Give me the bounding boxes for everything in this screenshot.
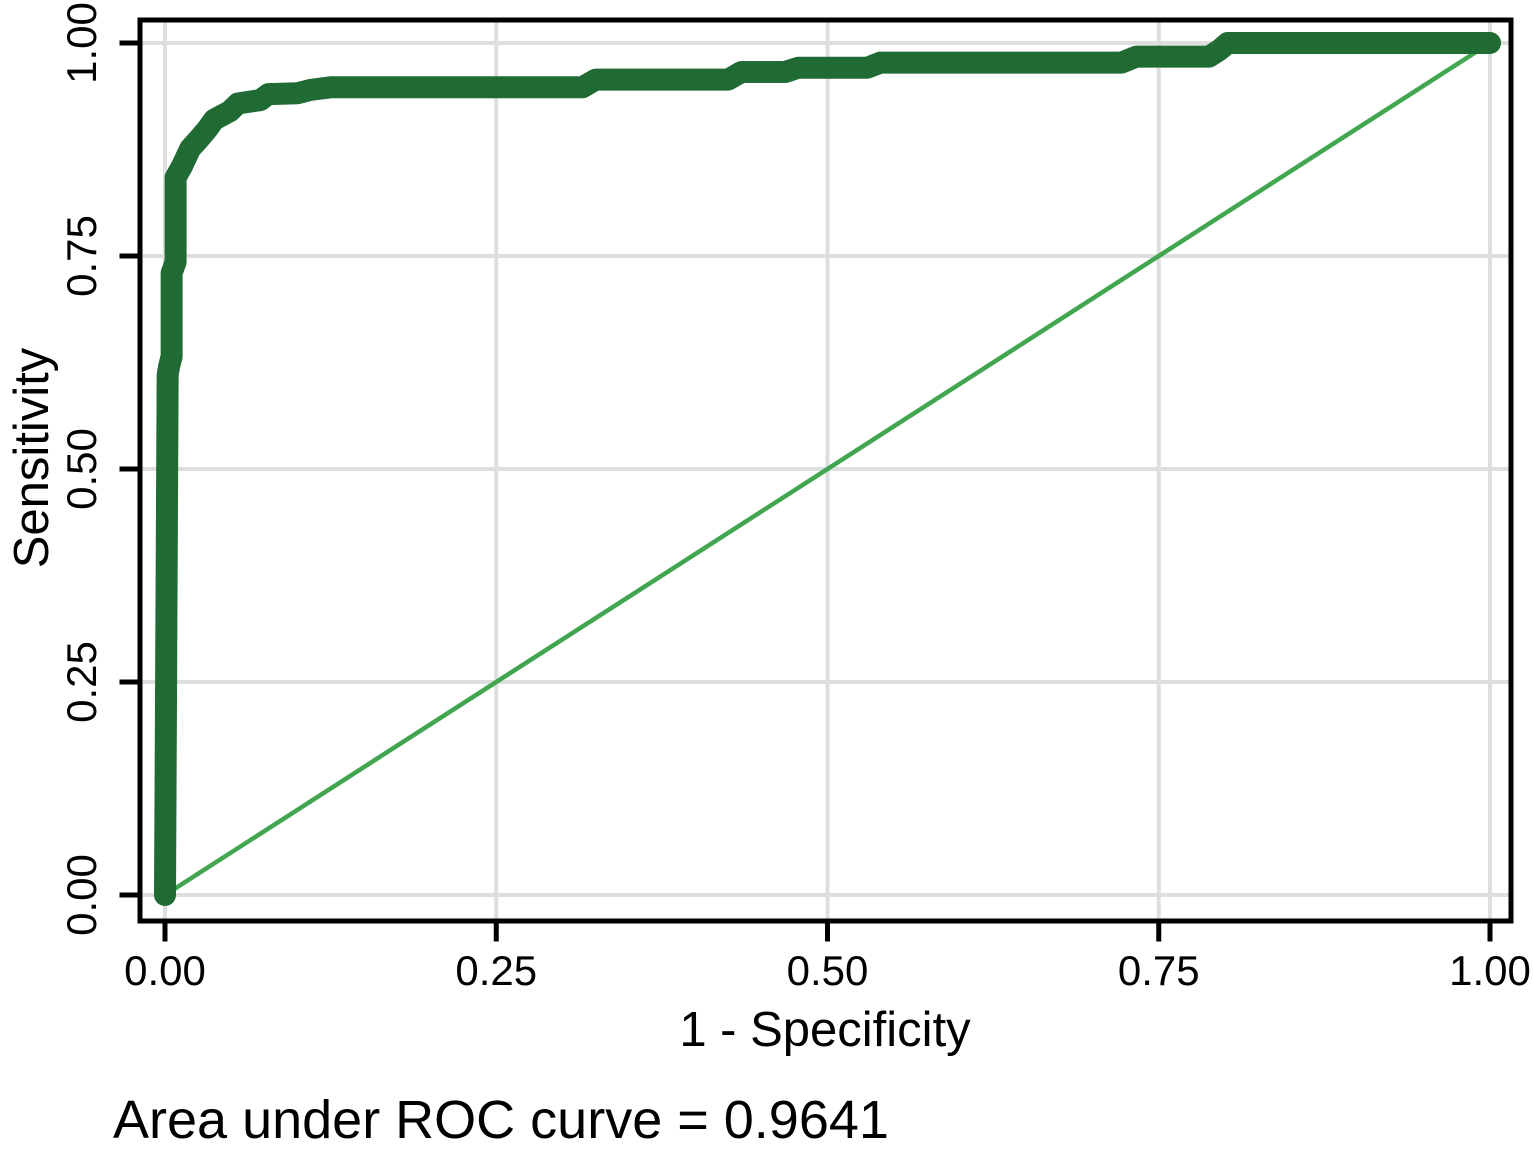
y-axis-title: Sensitivity <box>5 347 59 568</box>
y-tick-labels: 0.00 0.25 0.50 0.75 1.00 <box>58 2 105 936</box>
x-tick-labels: 0.00 0.25 0.50 0.75 1.00 <box>124 947 1531 994</box>
x-tick-label: 1.00 <box>1449 947 1531 994</box>
roc-curve <box>154 32 1501 906</box>
x-tick-label: 0.75 <box>1118 947 1200 994</box>
plot-border <box>137 17 1514 924</box>
x-tick-label: 0.00 <box>124 947 206 994</box>
reference-line <box>163 41 1492 897</box>
y-tick-label: 0.50 <box>58 428 105 510</box>
axis-ticks <box>119 40 1493 942</box>
x-axis-title: 1 - Specificity <box>679 1003 971 1057</box>
y-tick-label: 1.00 <box>58 2 105 84</box>
x-tick-label: 0.25 <box>455 947 537 994</box>
y-tick-label: 0.25 <box>58 641 105 723</box>
y-tick-label: 0.00 <box>58 854 105 936</box>
x-tick-label: 0.50 <box>787 947 869 994</box>
auc-caption: Area under ROC curve = 0.9641 <box>113 1090 889 1150</box>
y-tick-label: 0.75 <box>58 215 105 297</box>
